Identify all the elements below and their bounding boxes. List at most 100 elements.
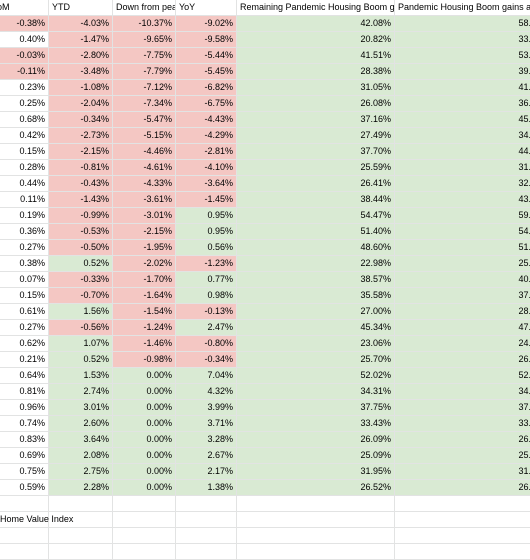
cell-yoy[interactable]: -6.82% <box>176 80 237 96</box>
cell-yoy[interactable]: -3.64% <box>176 176 237 192</box>
cell-down-from-peak[interactable]: 0.00% <box>113 416 176 432</box>
cell-gains-at-peak[interactable]: 36.0 <box>395 96 530 112</box>
cell-yoy[interactable]: 1.38% <box>176 480 237 496</box>
cell-down-from-peak[interactable]: 0.00% <box>113 464 176 480</box>
cell-mom[interactable]: 0.19% <box>0 208 49 224</box>
cell-remaining-gains[interactable]: 26.09% <box>237 432 395 448</box>
cell-mom[interactable]: 0.68% <box>0 112 49 128</box>
cell-gains-at-peak[interactable]: 28.9 <box>395 304 530 320</box>
cell-ytd[interactable]: 2.60% <box>49 416 113 432</box>
cell-mom[interactable]: -0.38% <box>0 16 49 32</box>
cell-gains-at-peak[interactable]: 44.1 <box>395 144 530 160</box>
empty-cell[interactable] <box>237 528 395 544</box>
cell-remaining-gains[interactable]: 31.95% <box>237 464 395 480</box>
cell-down-from-peak[interactable]: -10.37% <box>113 16 176 32</box>
cell-yoy[interactable]: -4.43% <box>176 112 237 128</box>
column-header-remaining-gains[interactable]: Remaining Pandemic Housing Boom gains <box>237 0 395 16</box>
cell-gains-at-peak[interactable]: 58.5 <box>395 16 530 32</box>
cell-remaining-gains[interactable]: 26.08% <box>237 96 395 112</box>
cell-mom[interactable]: 0.21% <box>0 352 49 368</box>
cell-yoy[interactable]: 3.99% <box>176 400 237 416</box>
empty-cell[interactable] <box>113 496 176 512</box>
cell-yoy[interactable]: 7.04% <box>176 368 237 384</box>
cell-down-from-peak[interactable]: 0.00% <box>113 448 176 464</box>
cell-remaining-gains[interactable]: 22.98% <box>237 256 395 272</box>
cell-gains-at-peak[interactable]: 59.2 <box>395 208 530 224</box>
cell-mom[interactable]: 0.42% <box>0 128 49 144</box>
cell-down-from-peak[interactable]: 0.00% <box>113 384 176 400</box>
cell-ytd[interactable]: -1.08% <box>49 80 113 96</box>
cell-down-from-peak[interactable]: -3.61% <box>113 192 176 208</box>
cell-mom[interactable]: 0.75% <box>0 464 49 480</box>
cell-mom[interactable]: 0.74% <box>0 416 49 432</box>
cell-ytd[interactable]: 0.52% <box>49 256 113 272</box>
cell-remaining-gains[interactable]: 45.34% <box>237 320 395 336</box>
cell-mom[interactable]: 0.15% <box>0 144 49 160</box>
empty-cell[interactable] <box>113 544 176 560</box>
cell-mom[interactable]: 0.38% <box>0 256 49 272</box>
cell-ytd[interactable]: 1.53% <box>49 368 113 384</box>
cell-remaining-gains[interactable]: 33.43% <box>237 416 395 432</box>
cell-mom[interactable]: 0.59% <box>0 480 49 496</box>
empty-cell[interactable] <box>176 512 237 528</box>
cell-ytd[interactable]: 0.52% <box>49 352 113 368</box>
cell-mom[interactable]: 0.28% <box>0 160 49 176</box>
cell-down-from-peak[interactable]: -3.01% <box>113 208 176 224</box>
cell-ytd[interactable]: -0.34% <box>49 112 113 128</box>
cell-down-from-peak[interactable]: -5.47% <box>113 112 176 128</box>
cell-mom[interactable]: 0.44% <box>0 176 49 192</box>
cell-remaining-gains[interactable]: 42.08% <box>237 16 395 32</box>
cell-gains-at-peak[interactable]: 26.0 <box>395 432 530 448</box>
cell-down-from-peak[interactable]: 0.00% <box>113 368 176 384</box>
empty-cell[interactable] <box>395 496 530 512</box>
empty-cell[interactable] <box>395 528 530 544</box>
cell-gains-at-peak[interactable]: 33.7 <box>395 32 530 48</box>
cell-yoy[interactable]: -0.13% <box>176 304 237 320</box>
cell-ytd[interactable]: 2.75% <box>49 464 113 480</box>
empty-cell[interactable] <box>237 512 395 528</box>
cell-ytd[interactable]: -0.33% <box>49 272 113 288</box>
cell-mom[interactable]: 0.07% <box>0 272 49 288</box>
cell-yoy[interactable]: -0.34% <box>176 352 237 368</box>
cell-remaining-gains[interactable]: 26.52% <box>237 480 395 496</box>
cell-ytd[interactable]: 3.64% <box>49 432 113 448</box>
cell-remaining-gains[interactable]: 38.44% <box>237 192 395 208</box>
cell-gains-at-peak[interactable]: 26.9 <box>395 352 530 368</box>
cell-ytd[interactable]: -4.03% <box>49 16 113 32</box>
cell-yoy[interactable]: -9.02% <box>176 16 237 32</box>
cell-yoy[interactable]: 3.71% <box>176 416 237 432</box>
cell-remaining-gains[interactable]: 51.40% <box>237 224 395 240</box>
cell-mom[interactable]: 0.83% <box>0 432 49 448</box>
empty-cell[interactable] <box>49 544 113 560</box>
cell-down-from-peak[interactable]: -7.34% <box>113 96 176 112</box>
cell-remaining-gains[interactable]: 37.70% <box>237 144 395 160</box>
cell-ytd[interactable]: -0.70% <box>49 288 113 304</box>
empty-cell[interactable] <box>113 528 176 544</box>
cell-down-from-peak[interactable]: -4.46% <box>113 144 176 160</box>
cell-ytd[interactable]: 2.28% <box>49 480 113 496</box>
cell-gains-at-peak[interactable]: 31.9 <box>395 464 530 480</box>
cell-gains-at-peak[interactable]: 34.3 <box>395 384 530 400</box>
cell-down-from-peak[interactable]: -1.24% <box>113 320 176 336</box>
cell-yoy[interactable]: 2.67% <box>176 448 237 464</box>
cell-ytd[interactable]: -2.04% <box>49 96 113 112</box>
column-header-yoy[interactable]: YoY <box>176 0 237 16</box>
cell-gains-at-peak[interactable]: 47.1 <box>395 320 530 336</box>
cell-gains-at-peak[interactable]: 37.7 <box>395 400 530 416</box>
empty-cell[interactable] <box>49 496 113 512</box>
cell-down-from-peak[interactable]: -7.75% <box>113 48 176 64</box>
empty-cell[interactable] <box>395 544 530 560</box>
empty-cell[interactable] <box>49 528 113 544</box>
empty-cell[interactable] <box>176 496 237 512</box>
cell-remaining-gains[interactable]: 25.59% <box>237 160 395 176</box>
cell-remaining-gains[interactable]: 20.82% <box>237 32 395 48</box>
cell-remaining-gains[interactable]: 35.58% <box>237 288 395 304</box>
cell-yoy[interactable]: -5.44% <box>176 48 237 64</box>
cell-gains-at-peak[interactable]: 41.1 <box>395 80 530 96</box>
cell-gains-at-peak[interactable]: 43.6 <box>395 192 530 208</box>
column-header-down-from-peak[interactable]: Down from peak <box>113 0 176 16</box>
cell-down-from-peak[interactable]: -1.95% <box>113 240 176 256</box>
cell-gains-at-peak[interactable]: 31.6 <box>395 160 530 176</box>
cell-gains-at-peak[interactable]: 37.8 <box>395 288 530 304</box>
cell-ytd[interactable]: -0.81% <box>49 160 113 176</box>
